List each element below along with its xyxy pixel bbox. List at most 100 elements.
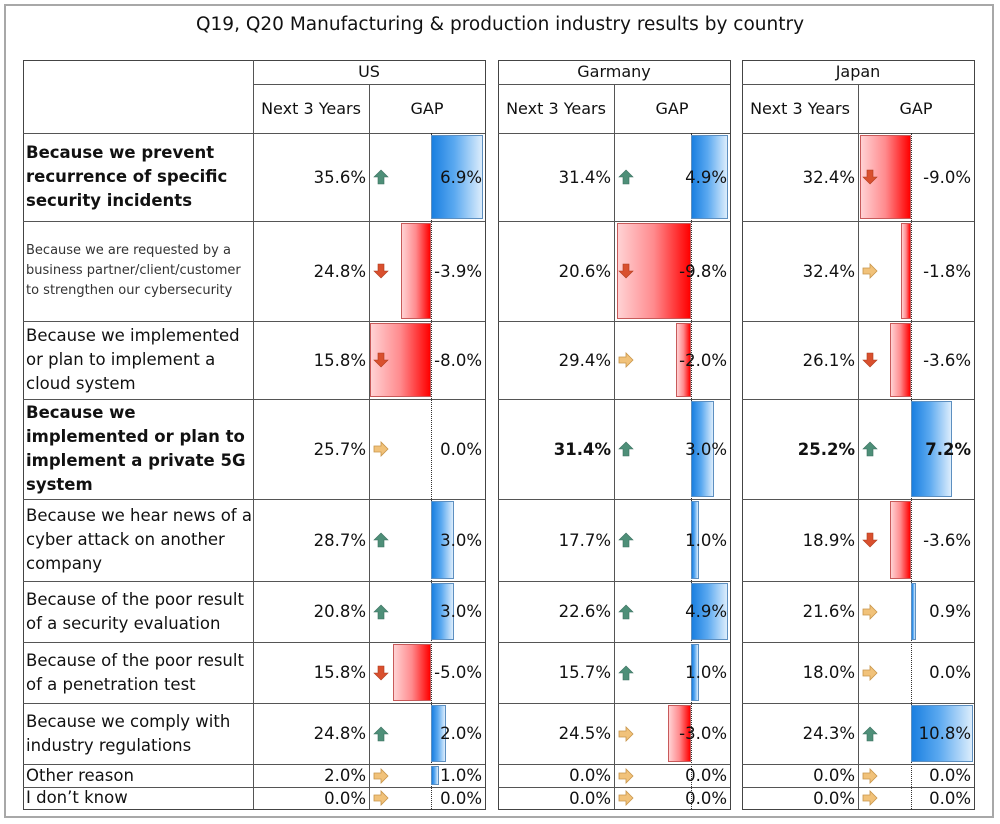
next-3-years-value: 35.6%: [313, 167, 366, 187]
trend-flat-icon: [617, 767, 635, 785]
gap-value: 10.8%: [918, 724, 971, 743]
next-3-years-value: 18.0%: [802, 663, 855, 682]
trend-flat-icon: [617, 789, 635, 807]
row-divider: [23, 499, 485, 500]
trend-down-icon: [617, 262, 635, 280]
row-label: Because we implemented or plan to implem…: [23, 399, 253, 499]
gap-value: 7.2%: [925, 439, 971, 459]
gap-bar-negative: [675, 323, 691, 397]
row-divider: [23, 764, 485, 765]
gap-bar-positive: [691, 583, 729, 640]
trend-up-icon: [372, 725, 390, 743]
gap-bar-negative: [900, 223, 911, 319]
gap-header: GAP: [655, 99, 689, 118]
trend-flat-icon: [861, 767, 879, 785]
row-divider: [23, 321, 485, 322]
next-3-years-value: 31.4%: [558, 167, 611, 187]
row-label-text: Other reason: [26, 765, 134, 785]
row-divider: [498, 581, 730, 582]
next-3-years-value: 21.6%: [802, 602, 855, 621]
row-label: Because we implemented or plan to implem…: [23, 321, 253, 399]
next-3-years-header: Next 3 Years: [750, 99, 850, 118]
row-label: Because we prevent recurrence of specifi…: [23, 133, 253, 221]
row-divider: [498, 764, 730, 765]
row-divider: [742, 499, 974, 500]
row-divider: [742, 703, 974, 704]
gap-bar-positive: [691, 135, 729, 219]
next-3-years-value: 24.8%: [313, 261, 366, 281]
trend-down-icon: [861, 351, 879, 369]
next-3-years-value: 28.7%: [313, 530, 366, 550]
row-label: Other reason: [23, 764, 253, 787]
next-3-years-value: 2.0%: [324, 766, 366, 785]
row-divider: [498, 642, 730, 643]
gap-value: 6.9%: [440, 167, 482, 187]
trend-up-icon: [861, 440, 879, 458]
next-3-years-value: 24.5%: [558, 724, 611, 743]
gap-value: 2.0%: [440, 724, 482, 743]
row-divider: [498, 321, 730, 322]
next-3-years-header: Next 3 Years: [261, 99, 361, 118]
gap-value: 0.0%: [440, 788, 482, 808]
column-divider: [369, 84, 370, 809]
next-3-years-value: 0.0%: [324, 788, 366, 808]
gap-bar-positive: [911, 401, 953, 497]
gap-bar-negative: [890, 323, 911, 397]
trend-flat-icon: [617, 725, 635, 743]
row-label: I don’t know: [23, 787, 253, 809]
next-3-years-value: 25.7%: [313, 439, 366, 459]
gap-value: 0.9%: [929, 602, 971, 621]
trend-flat-icon: [861, 664, 879, 682]
row-label: Because we comply with industry regulati…: [23, 703, 253, 764]
next-3-years-value: 31.4%: [553, 439, 611, 459]
gap-value: -9.8%: [679, 261, 727, 281]
row-label: Because we are requested by a business p…: [23, 221, 253, 321]
country-header: Japan: [835, 62, 881, 81]
next-3-years-value: 24.3%: [802, 724, 855, 743]
gap-bar-negative: [401, 223, 431, 319]
gap-value: -3.0%: [679, 724, 727, 743]
country-header: Garmany: [577, 62, 651, 81]
row-label: Because of the poor result of a security…: [23, 581, 253, 642]
row-divider: [498, 399, 730, 400]
gap-value: 4.9%: [685, 167, 727, 187]
row-label: Because we hear news of a cyber attack o…: [23, 499, 253, 581]
next-3-years-value: 32.4%: [802, 261, 855, 281]
gap-value: 0.0%: [929, 788, 971, 808]
gap-value: 0.0%: [685, 766, 727, 785]
next-3-years-value: 26.1%: [802, 350, 855, 370]
trend-flat-icon: [617, 351, 635, 369]
trend-down-icon: [861, 531, 879, 549]
gap-value: -5.0%: [434, 663, 482, 682]
gap-bar-positive: [691, 644, 699, 701]
row-label-text: Because we prevent recurrence of specifi…: [26, 143, 228, 210]
gap-value: -9.0%: [923, 167, 971, 187]
row-divider: [742, 764, 974, 765]
chart-title: Q19, Q20 Manufacturing & production indu…: [195, 14, 805, 35]
trend-flat-icon: [372, 767, 390, 785]
gap-header: GAP: [410, 99, 444, 118]
row-divider: [23, 399, 485, 400]
gap-header: GAP: [899, 99, 933, 118]
row-label-text: I don’t know: [26, 788, 128, 807]
gap-bar-positive: [911, 583, 917, 640]
gap-value: -1.8%: [923, 261, 971, 281]
trend-flat-icon: [372, 789, 390, 807]
gap-bar-positive: [431, 766, 439, 785]
next-3-years-value: 0.0%: [813, 766, 855, 785]
gap-bar-positive: [911, 705, 973, 762]
row-divider: [23, 642, 485, 643]
next-3-years-value: 20.8%: [313, 602, 366, 621]
gap-value: -8.0%: [434, 350, 482, 370]
row-label-text: Because we are requested by a business p…: [26, 243, 241, 298]
row-label-text: Because we comply with industry regulati…: [26, 711, 231, 755]
row-divider: [498, 703, 730, 704]
gap-value: 4.9%: [685, 602, 727, 621]
gap-bar-negative: [393, 644, 431, 701]
row-label-text: Because we implemented or plan to implem…: [26, 326, 240, 393]
gap-value: 1.0%: [685, 530, 727, 550]
trend-up-icon: [617, 664, 635, 682]
gap-value: -3.9%: [434, 261, 482, 281]
row-divider: [498, 221, 730, 222]
gap-value: 1.0%: [440, 766, 482, 785]
